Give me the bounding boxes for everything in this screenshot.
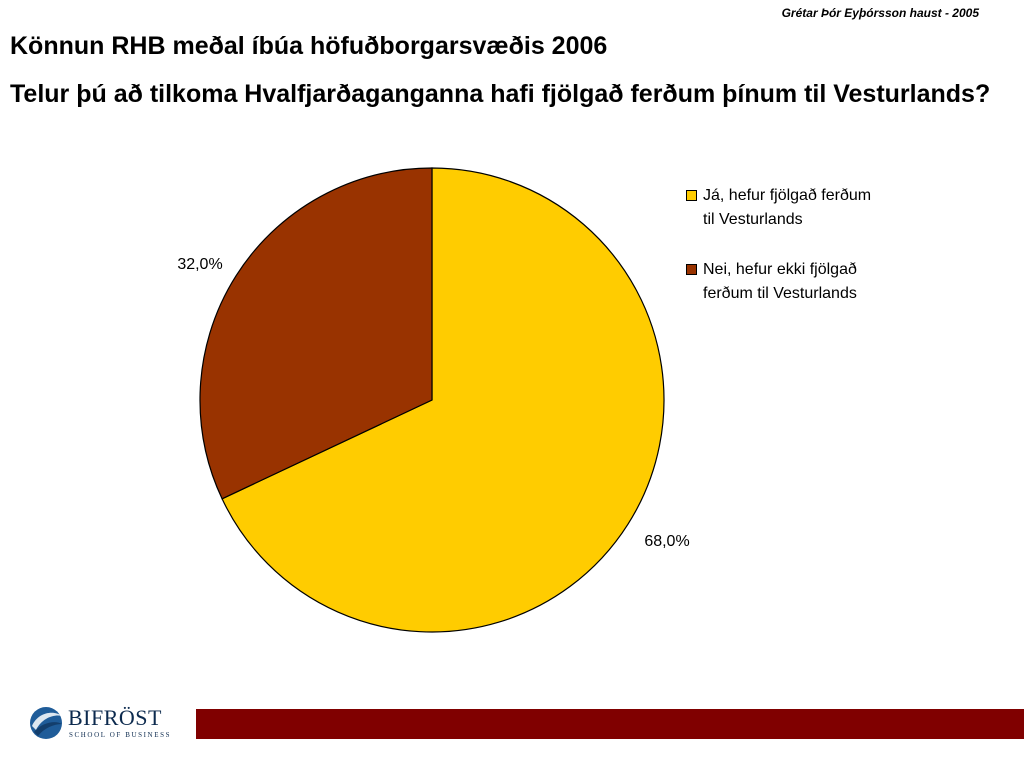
logo-tagline: SCHOOL OF BUSINESS xyxy=(69,731,172,739)
bifrost-logo-icon xyxy=(30,707,62,739)
logo-wordmark: BIFRÖST xyxy=(68,705,162,730)
legend-item-no: Nei, hefur ekki fjölgað ferðum til Vestu… xyxy=(686,258,876,306)
pie-chart: 68,0% 32,0% xyxy=(177,167,690,633)
data-label-no: 32,0% xyxy=(177,256,222,273)
author-credit: Grétar Þór Eyþórsson haust - 2005 xyxy=(781,6,979,20)
legend-label-no: Nei, hefur ekki fjölgað ferðum til Vestu… xyxy=(703,261,857,302)
legend-item-yes: Já, hefur fjölgað ferðum til Vesturlands xyxy=(686,184,876,232)
pie-slice-yes xyxy=(221,167,665,633)
chart-legend: Já, hefur fjölgað ferðum til Vesturlands… xyxy=(686,184,876,306)
survey-question: Telur þú að tilkoma Hvalfjarðaganganna h… xyxy=(10,80,991,108)
pie-slice-no xyxy=(199,167,433,500)
legend-swatch-no xyxy=(686,264,697,275)
data-label-yes: 68,0% xyxy=(644,533,689,550)
legend-label-yes: Já, hefur fjölgað ferðum til Vesturlands xyxy=(703,187,872,228)
footer-bar xyxy=(196,709,1024,739)
page-title: Könnun RHB meðal íbúa höfuðborgarsvæðis … xyxy=(10,32,608,60)
legend-swatch-yes xyxy=(686,190,697,201)
